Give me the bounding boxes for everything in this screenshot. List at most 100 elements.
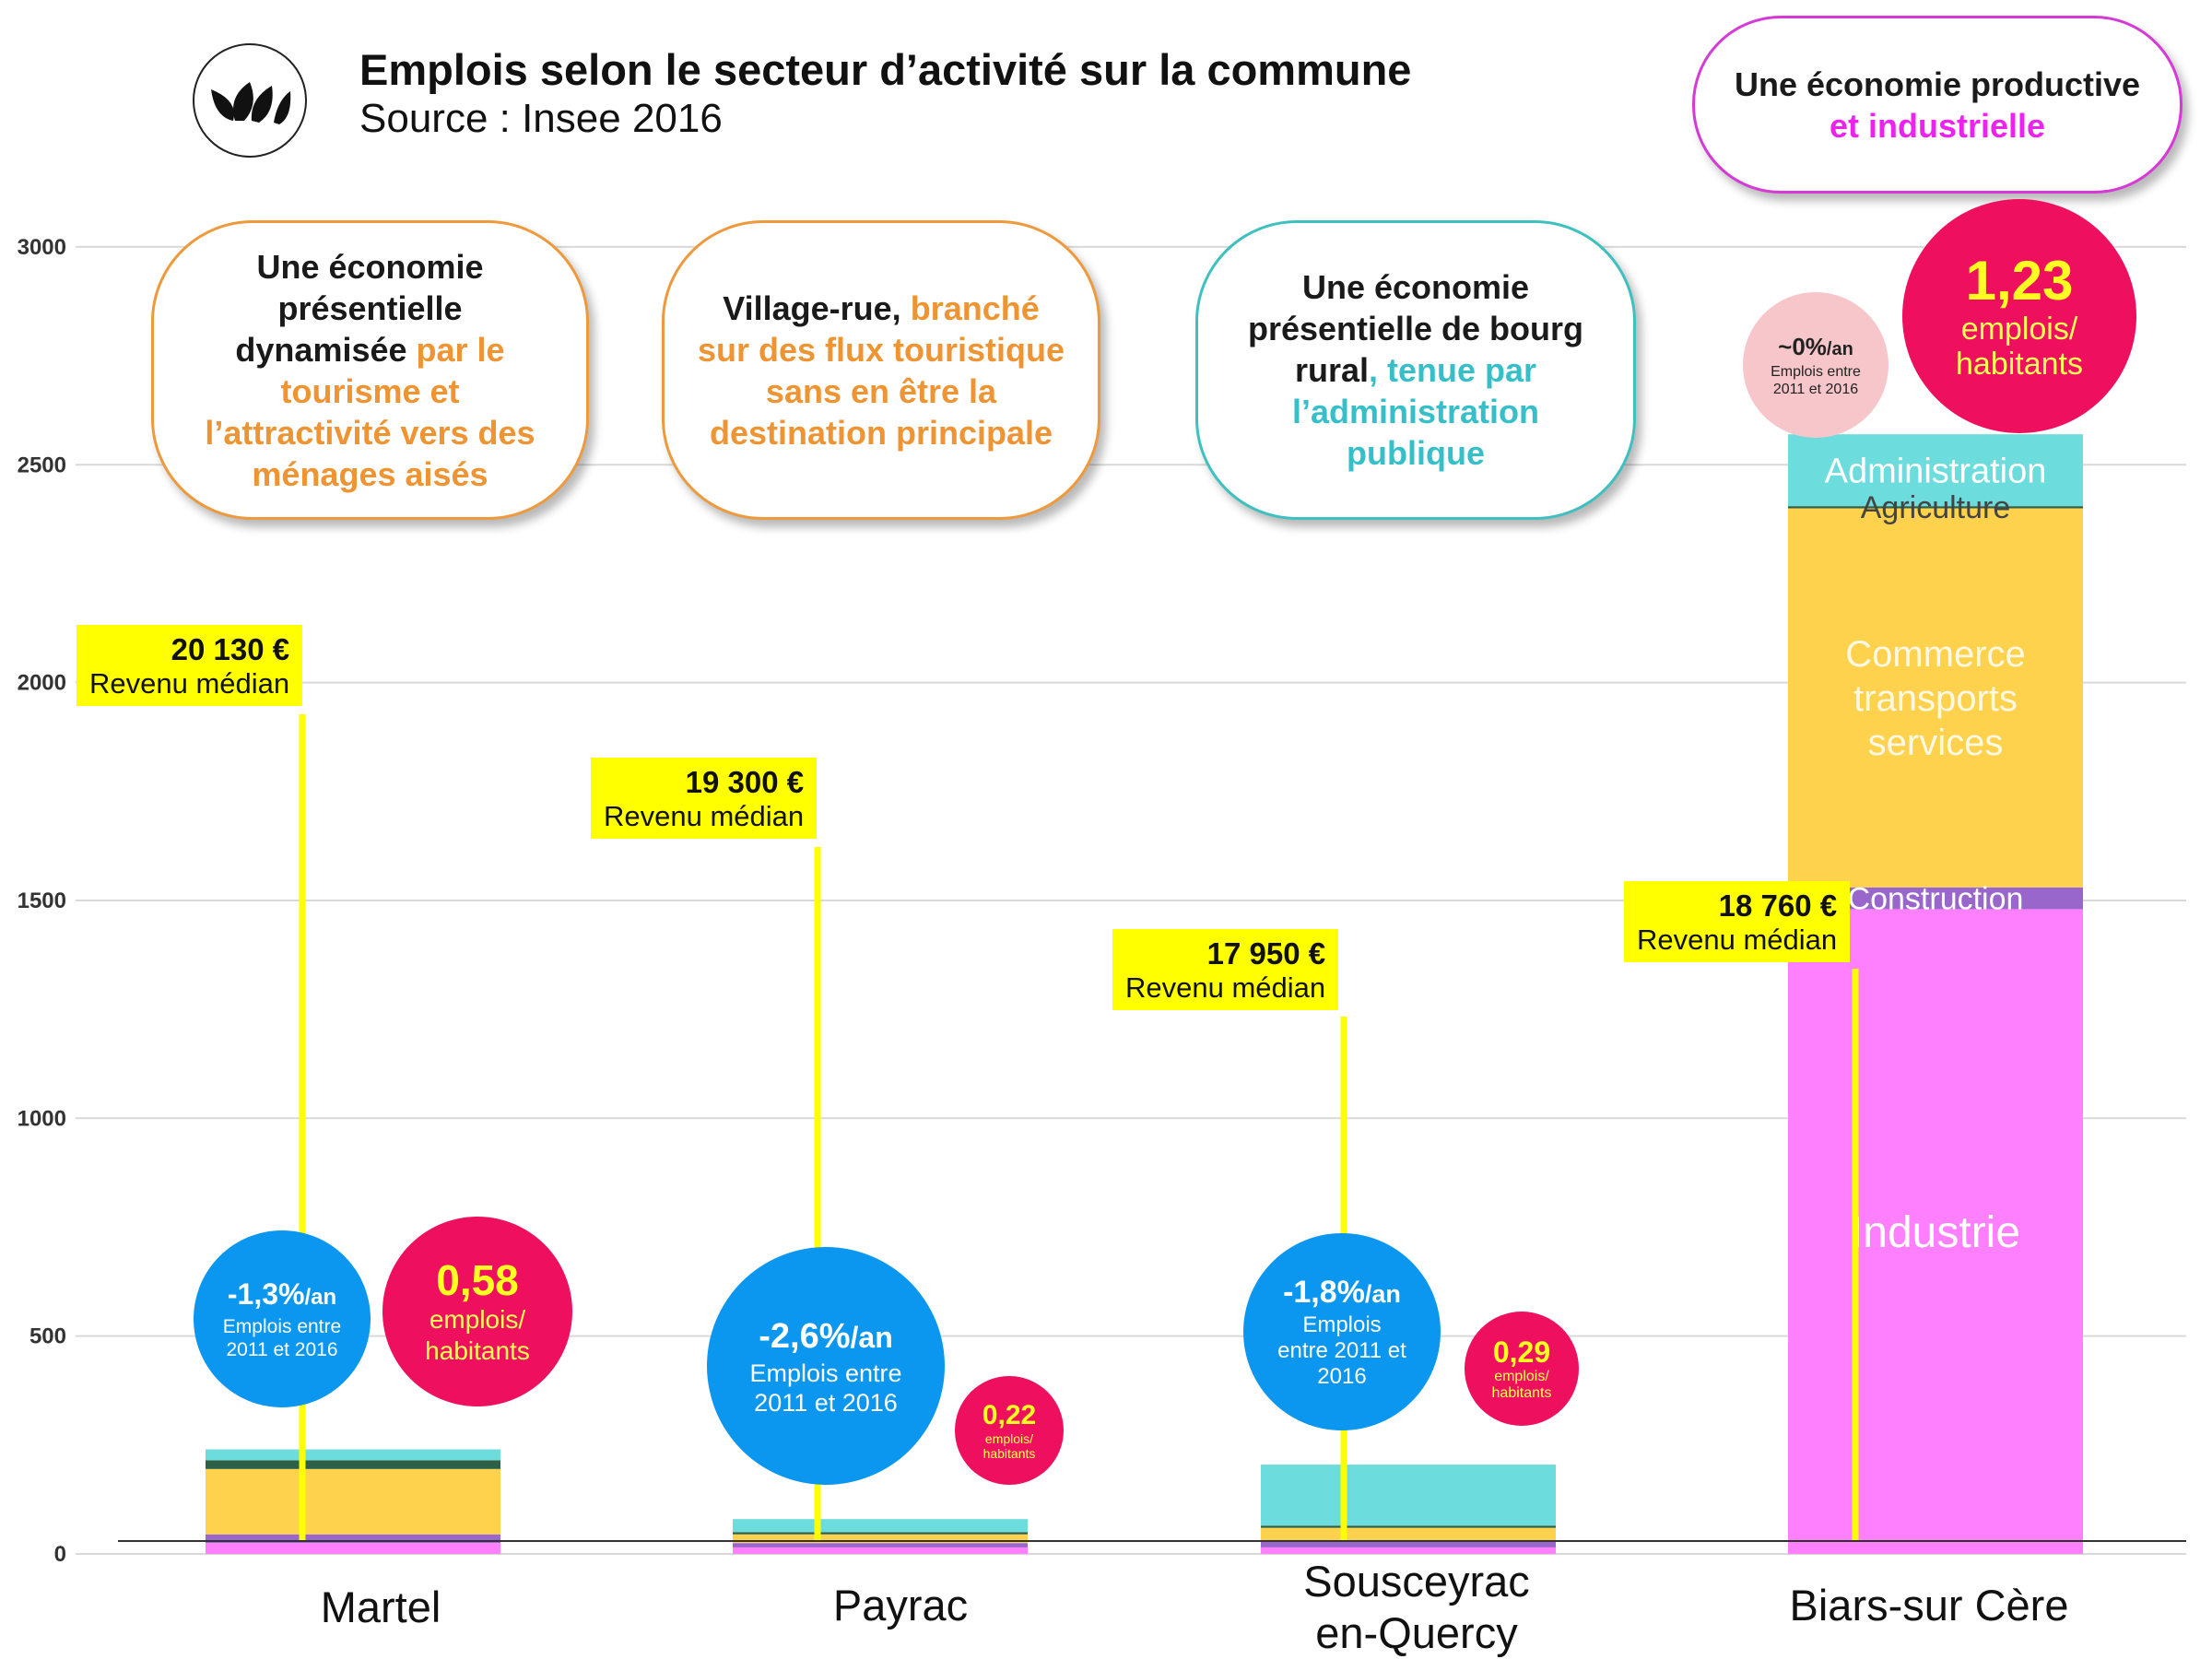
bar-segment-administration <box>1261 1465 1556 1526</box>
ratio-caption: habitants <box>982 1446 1036 1461</box>
ratio-caption: emplois/ <box>1960 312 2078 347</box>
callout-line: publique <box>1347 432 1485 474</box>
callout-text: Une économie <box>1301 268 1530 306</box>
bar-segment-agriculture <box>206 1460 500 1469</box>
bar-segment-industrie <box>206 1543 500 1554</box>
callout-text: l’attractivité vers des <box>205 413 535 452</box>
growth-value-line: -1,3%/an <box>228 1277 336 1315</box>
growth-unit: /an <box>850 1320 893 1354</box>
callout-line: Une économie productive <box>1735 64 2140 105</box>
growth-value: -1,8% <box>1283 1275 1365 1310</box>
growth-circle-martel: -1,3%/an Emplois entre 2011 et 2016 <box>194 1230 371 1407</box>
salary-amount: 17 950 € <box>1206 936 1326 971</box>
x-label-sousceyrac: Sousceyrac en-Quercy <box>1232 1556 1601 1659</box>
callout-line: présentielle de bourg <box>1248 308 1583 349</box>
callout-text: présentielle de bourg <box>1247 310 1584 347</box>
ratio-circle-biars: 1,23 emplois/ habitants <box>1902 199 2136 433</box>
callout-line: destination principale <box>710 412 1053 453</box>
callout-biars: Une économie productive et industrielle <box>1692 16 2183 194</box>
growth-caption: 2011 et 2016 <box>754 1388 898 1417</box>
callout-line: ménages aisés <box>252 453 488 495</box>
salary-tag-biars: 18 760 € Revenu médian <box>1624 881 1851 962</box>
callout-line: Village-rue, branché <box>723 288 1039 329</box>
salary-tag-martel: 20 130 € Revenu médian <box>76 625 303 706</box>
callout-line: présentielle <box>277 288 462 329</box>
x-label-payrac: Payrac <box>762 1580 1039 1631</box>
x-label-martel: Martel <box>242 1582 519 1633</box>
ratio-value: 1,23 <box>1965 250 2074 312</box>
bar-segment-administration <box>733 1519 1028 1533</box>
callout-line: dynamisée par le <box>235 329 504 371</box>
y-tick-label: 2500 <box>18 453 66 477</box>
ratio-value: 0,29 <box>1492 1335 1551 1369</box>
x-label-line: en-Quercy <box>1315 1608 1518 1657</box>
bar-segment-construction <box>206 1534 500 1544</box>
callout-text: présentielle <box>277 288 463 327</box>
callout-line: l’attractivité vers des <box>205 412 535 453</box>
callout-text: publique <box>1347 434 1485 472</box>
callout-text: rural <box>1294 351 1369 389</box>
growth-value: ~0% <box>1778 332 1827 360</box>
callout-text: dynamisée <box>235 330 417 369</box>
ratio-caption: habitants <box>1491 1385 1552 1401</box>
callout-line: tourisme et <box>280 371 459 412</box>
logo-leaves-icon <box>211 82 291 124</box>
growth-caption: 2011 et 2016 <box>226 1339 338 1360</box>
callout-text-accent: par le <box>416 330 505 369</box>
ratio-caption: emplois/ <box>984 1431 1034 1446</box>
growth-caption: Emplois <box>1302 1312 1382 1337</box>
ratio-caption: habitants <box>425 1336 530 1365</box>
segment-label: transports <box>1853 678 2018 719</box>
growth-caption: Emplois entre <box>222 1316 342 1337</box>
callout-text-accent: branché <box>910 288 1040 327</box>
salary-amount: 18 760 € <box>1718 888 1838 923</box>
callout-payrac: Village-rue, branché sur des flux touris… <box>662 220 1100 520</box>
bar-segment-commerce <box>206 1468 500 1535</box>
logo <box>193 43 307 158</box>
growth-value-line: ~0%/an <box>1778 333 1853 363</box>
ratio-circle-sousceyrac: 0,29 emplois/ habitants <box>1465 1312 1579 1426</box>
segment-label: Commerce <box>1845 634 2026 675</box>
callout-text: sur des flux touristique <box>697 330 1065 369</box>
growth-value: -1,3% <box>227 1277 305 1311</box>
x-label-line: Biars-sur Cère <box>1789 1581 2069 1630</box>
x-label-line: Martel <box>320 1583 441 1631</box>
callout-text-accent: , tenue par <box>1369 351 1537 389</box>
segment-label: Administration <box>1825 452 2047 490</box>
stacked-bars <box>206 434 2083 1554</box>
salary-amount: 19 300 € <box>685 765 805 799</box>
bar-segment-agriculture <box>1261 1525 1556 1528</box>
salary-stems <box>299 714 1859 1541</box>
x-label-line: Payrac <box>832 1581 969 1630</box>
growth-caption: 2011 et 2016 <box>1772 381 1859 397</box>
callout-text: Une économie <box>256 247 484 286</box>
growth-caption: entre 2011 et <box>1277 1338 1406 1363</box>
callout-line: sur des flux touristique <box>698 329 1065 371</box>
y-tick-label: 3000 <box>18 235 66 260</box>
callout-text: l’administration <box>1291 393 1540 430</box>
callout-text: et industrielle <box>1829 106 2046 145</box>
y-tick-label: 500 <box>29 1324 66 1349</box>
segment-label: services <box>1868 723 2004 763</box>
callout-text: tourisme et <box>280 371 460 410</box>
bar-segment-agriculture <box>1788 506 2083 509</box>
segment-labels: Industrie Construction Commercetransportss… <box>1825 452 2047 1257</box>
growth-unit: /an <box>1364 1280 1401 1308</box>
growth-caption: 2016 <box>1317 1364 1367 1389</box>
callout-line: et industrielle <box>1830 105 2045 147</box>
ratio-value: 0,58 <box>436 1256 519 1304</box>
salary-tag-sousceyrac: 17 950 € Revenu médian <box>1112 929 1339 1010</box>
y-tick-label: 1500 <box>18 888 66 913</box>
segment-label: Industrie <box>1851 1208 2020 1257</box>
callout-martel: Une économie présentielle dynamisée par … <box>151 220 589 520</box>
salary-label: Revenu médian <box>1125 971 1326 1004</box>
salary-label: Revenu médian <box>89 667 290 700</box>
callout-line: rural, tenue par <box>1295 349 1536 391</box>
ratio-value: 0,22 <box>982 1400 1037 1430</box>
salary-label: Revenu médian <box>1637 924 1838 956</box>
bar-segment-construction <box>1788 887 2083 910</box>
ratio-circle-payrac: 0,22 emplois/ habitants <box>955 1376 1064 1485</box>
ratio-circle-martel: 0,58 emplois/ habitants <box>382 1217 572 1406</box>
bar-segment-construction <box>733 1543 1028 1547</box>
growth-value-line: -2,6%/an <box>759 1315 893 1359</box>
